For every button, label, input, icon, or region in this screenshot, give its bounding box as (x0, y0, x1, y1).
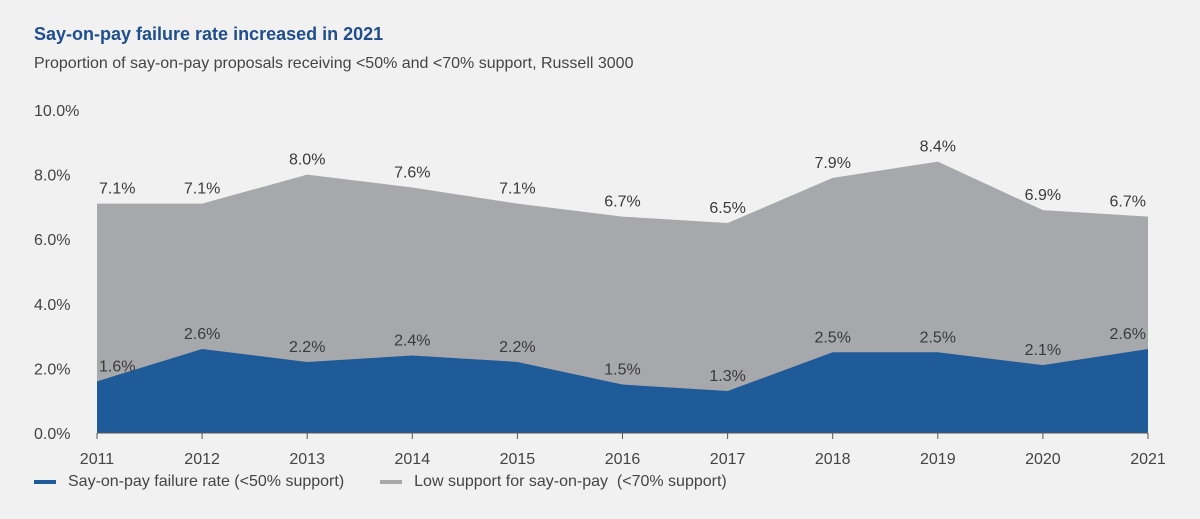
x-tick-label: 2014 (395, 451, 431, 468)
data-label: 2.5% (920, 329, 956, 346)
data-label: 7.1% (99, 181, 135, 198)
data-label: 2.2% (499, 339, 535, 356)
data-label: 8.4% (920, 139, 956, 156)
x-tick-label: 2011 (80, 451, 115, 468)
data-label: 2.1% (1025, 342, 1061, 359)
data-label: 7.1% (499, 181, 535, 198)
data-label: 2.6% (1110, 326, 1146, 343)
data-label: 8.0% (289, 152, 325, 169)
data-label: 2.2% (289, 339, 325, 356)
data-label: 6.9% (1025, 187, 1061, 204)
x-tick-label: 2015 (500, 451, 536, 468)
data-label: 6.7% (604, 194, 640, 211)
legend-item-low-support: Low support for say-on-pay (<70% support… (380, 473, 727, 491)
data-label: 7.1% (184, 181, 220, 198)
legend-label-low-support: Low support for say-on-pay (<70% support… (414, 473, 727, 490)
area-series-1 (97, 349, 1148, 433)
data-label: 1.3% (709, 368, 745, 385)
y-tick-label: 0.0% (34, 426, 70, 443)
x-tick-label: 2016 (605, 451, 641, 468)
legend: Say-on-pay failure rate (<50% support) L… (34, 473, 763, 491)
data-label: 2.5% (814, 329, 850, 346)
data-label: 6.5% (709, 200, 745, 217)
x-tick-label: 2021 (1130, 451, 1166, 468)
x-tick-label: 2012 (184, 451, 220, 468)
x-tick-label: 2018 (815, 451, 851, 468)
x-tick-label: 2013 (289, 451, 325, 468)
legend-swatch-failure (34, 480, 56, 484)
x-tick-label: 2020 (1025, 451, 1061, 468)
data-label: 1.5% (604, 362, 640, 379)
y-tick-label: 2.0% (34, 361, 70, 378)
data-label: 2.4% (394, 332, 430, 349)
x-tick-label: 2019 (920, 451, 956, 468)
data-label: 2.6% (184, 326, 220, 343)
chart-title: Say-on-pay failure rate increased in 202… (34, 24, 384, 44)
data-label: 1.6% (99, 358, 135, 375)
y-tick-label: 10.0% (34, 103, 79, 120)
data-label: 7.9% (814, 155, 850, 172)
data-label: 7.6% (394, 165, 430, 182)
legend-swatch-low-support (380, 480, 403, 484)
y-tick-label: 6.0% (34, 232, 70, 249)
y-tick-label: 8.0% (34, 168, 70, 185)
x-tick-label: 2017 (710, 451, 746, 468)
legend-label-failure: Say-on-pay failure rate (<50% support) (68, 473, 345, 490)
y-tick-label: 4.0% (34, 297, 70, 314)
data-label: 6.7% (1110, 194, 1146, 211)
legend-item-failure: Say-on-pay failure rate (<50% support) (34, 473, 344, 491)
chart-subtitle: Proportion of say-on-pay proposals recei… (34, 55, 634, 72)
